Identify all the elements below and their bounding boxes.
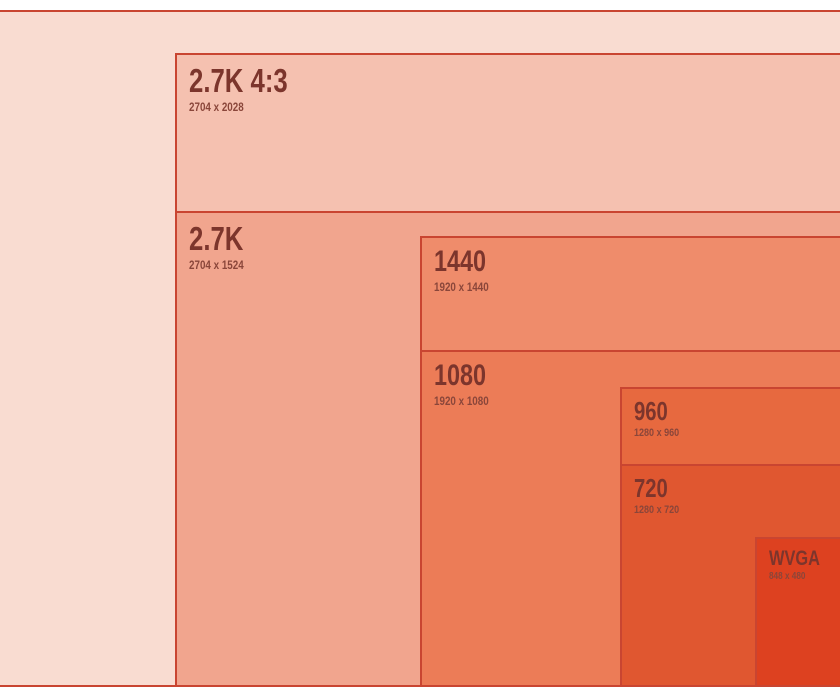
resolution-dimensions: 848 x 480 [769, 571, 806, 583]
resolution-title: 960 [634, 396, 668, 426]
resolution-title: 1440 [434, 245, 487, 278]
resolution-label-block: 2.7K 4:3 2704 x 2028 [177, 55, 840, 114]
resolution-dimensions: 1920 x 1440 [434, 279, 489, 294]
resolution-dimensions: 1280 x 960 [634, 426, 680, 439]
resolution-label-block: 1080 1920 x 1080 [422, 352, 840, 408]
resolution-title: 1080 [434, 359, 487, 392]
resolution-title: 720 [634, 473, 668, 503]
resolution-dimensions: 2704 x 2028 [189, 99, 244, 114]
resolution-dimensions: 1280 x 720 [634, 503, 680, 516]
resolution-dimensions: 1920 x 1080 [434, 393, 489, 408]
resolution-title: 2.7K [189, 220, 244, 257]
resolution-label-block: 720 1280 x 720 [622, 466, 840, 516]
resolution-label-block: 960 1280 x 960 [622, 389, 840, 439]
resolution-label-block: 1440 1920 x 1440 [422, 238, 840, 294]
resolution-label-block: WVGA 848 x 480 [757, 539, 840, 583]
resolution-dimensions: 2704 x 1524 [189, 257, 244, 272]
resolution-label-block: 2.7K 2704 x 1524 [177, 213, 840, 272]
resolution-rect-wvga: WVGA 848 x 480 [755, 537, 840, 687]
resolution-title: WVGA [769, 547, 820, 570]
resolution-title: 2.7K 4:3 [189, 62, 288, 99]
